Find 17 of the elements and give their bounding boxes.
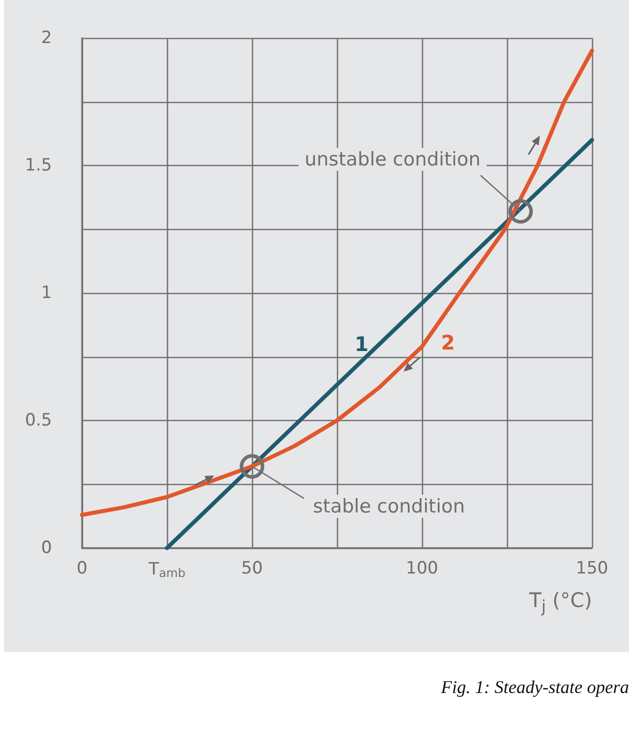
x-tick-label: 0 [76, 558, 88, 578]
y-tick-label: 0 [41, 538, 52, 558]
series-label: 1 [354, 332, 368, 356]
x-tick-label: 50 [241, 558, 263, 578]
line-series [80, 48, 594, 517]
x-tick-label: 100 [406, 558, 438, 578]
x-tick-label: Tamb [148, 559, 186, 580]
y-tick-label: 2 [41, 28, 52, 48]
y-tick-label: 0.5 [24, 410, 52, 430]
y-tick-label: 1.5 [24, 156, 52, 176]
annotation: stable condition [313, 495, 465, 518]
annotation: unstable condition [304, 148, 481, 170]
x-tick-label: 150 [576, 558, 608, 578]
series-label: 2 [441, 330, 455, 355]
y-tick-label: 1 [41, 283, 52, 303]
caption: Fig. 1: Steady-state opera [440, 677, 629, 697]
x-axis-title: T$_{j}$ (°C) [529, 588, 592, 616]
